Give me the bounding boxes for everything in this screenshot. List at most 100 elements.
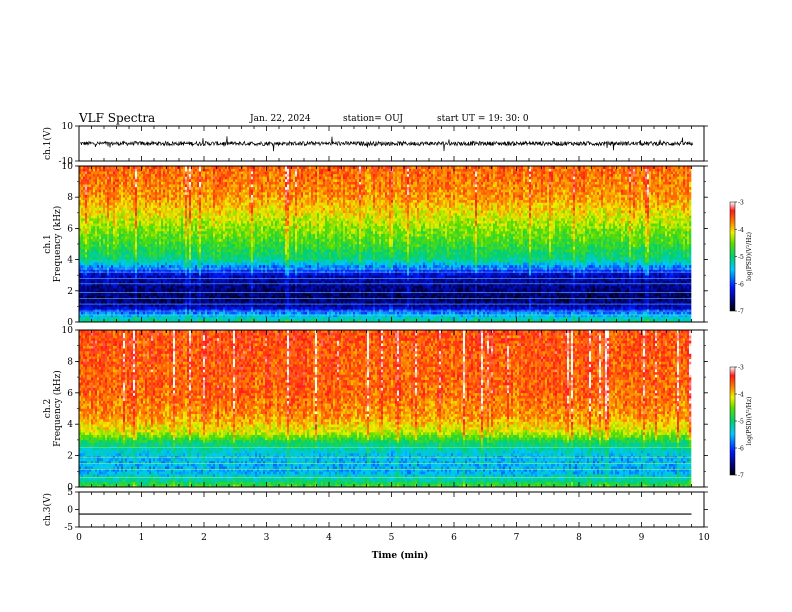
spectrogram-cell [209, 244, 212, 247]
spectrogram-cell [99, 168, 102, 172]
spectrogram-cell [123, 296, 126, 299]
spectrogram-cell [197, 236, 200, 240]
spectrogram-cell [177, 184, 180, 188]
spectrogram-cell [171, 194, 174, 198]
spectrogram-cell [135, 298, 138, 302]
spectrogram-cell [175, 233, 178, 237]
spectrogram-cell [207, 309, 210, 312]
spectrogram-cell [137, 275, 140, 279]
spectrogram-cell [205, 275, 208, 279]
spectrogram-cell [125, 207, 128, 211]
spectrogram-cell [87, 181, 90, 185]
spectrogram-cell [103, 186, 106, 190]
spectrogram-cell [197, 215, 200, 219]
spectrogram-cell [191, 194, 194, 198]
spectrogram-cell [175, 173, 178, 177]
spectrogram-cell [109, 218, 112, 221]
spectrogram-cell [233, 311, 236, 315]
spectrogram-cell [225, 171, 228, 175]
spectrogram-cell [119, 236, 122, 240]
spectrogram-cell [149, 171, 152, 175]
spectrogram-cell [209, 275, 212, 279]
spectrogram-cell [169, 298, 172, 302]
spectrogram-cell [111, 202, 114, 206]
spectrogram-cell [185, 225, 188, 229]
spectrogram-cell [79, 176, 82, 180]
spectrogram-cell [143, 168, 146, 172]
spectrogram-cell [111, 223, 114, 227]
spectrogram-cell [107, 309, 110, 312]
spectrogram-cell [167, 173, 170, 177]
spectrogram-cell [233, 306, 236, 310]
spectrogram-cell [165, 251, 168, 255]
spectrogram-cell [223, 270, 226, 273]
spectrogram-cell [231, 194, 234, 198]
spectrogram-cell [127, 309, 130, 312]
spectrogram-cell [135, 231, 138, 234]
spectrogram-cell [169, 238, 172, 242]
spectrogram-cell [199, 316, 202, 320]
spectrogram-cell [87, 280, 90, 284]
spectrogram-cell [163, 293, 166, 297]
spectrogram-cell [113, 254, 116, 258]
spectrogram-cell [229, 184, 232, 188]
spectrogram-cell [145, 280, 148, 284]
spectrogram-cell [179, 283, 182, 286]
spectrogram-cell [195, 166, 198, 169]
spectrogram-cell [155, 309, 158, 312]
spectrogram-cell [165, 173, 168, 177]
spectrogram-cell [81, 262, 84, 266]
spectrogram-cell [169, 285, 172, 289]
spectrogram-cell [115, 179, 118, 182]
spectrogram-cell [103, 249, 106, 253]
spectrogram-cell [225, 244, 228, 247]
spectrogram-cell [147, 189, 150, 193]
spectrogram-cell [239, 301, 242, 305]
spectrogram-cell [151, 212, 154, 216]
spectrogram-cell [183, 280, 186, 284]
spectrogram-cell [79, 207, 82, 211]
spectrogram-cell [215, 199, 218, 203]
spectrogram-cell [159, 225, 162, 229]
spectrogram-cell [173, 231, 176, 234]
spectrogram-cell [83, 259, 86, 263]
spectrogram-cell [113, 207, 116, 211]
spectrogram-cell [109, 171, 112, 175]
spectrogram-cell [169, 319, 172, 323]
spectrogram-cell [213, 283, 216, 286]
spectrogram-cell [95, 270, 98, 273]
spectrogram-cell [203, 228, 206, 232]
spectrogram-cell [105, 197, 108, 201]
spectrogram-cell [139, 215, 142, 219]
spectrogram-cell [139, 311, 142, 315]
spectrogram-cell [107, 244, 110, 247]
spectrogram-cell [209, 293, 212, 297]
spectrogram-cell [179, 288, 182, 292]
spectrogram-cell [151, 280, 154, 284]
spectrogram-cell [95, 309, 98, 312]
spectrogram-cell [103, 168, 106, 172]
spectrogram-cell [207, 215, 210, 219]
spectrogram-cell [95, 303, 98, 307]
spectrogram-cell [223, 283, 226, 286]
spectrogram-cell [177, 207, 180, 211]
spectrogram-cell [119, 233, 122, 237]
spectrogram-cell [153, 207, 156, 211]
spectrogram-cell [87, 285, 90, 289]
spectrogram-cell [209, 181, 212, 185]
spectrogram-cell [157, 296, 160, 299]
spectrogram-cell [173, 283, 176, 286]
spectrogram-cell [79, 314, 82, 318]
spectrogram-cell [173, 184, 176, 188]
spectrogram-cell [141, 316, 144, 320]
spectrogram-cell [91, 257, 94, 260]
spectrogram-cell [117, 176, 120, 180]
spectrogram-cell [185, 166, 188, 169]
spectrogram-cell [135, 285, 138, 289]
spectrogram-cell [125, 249, 128, 253]
spectrogram-cell [169, 296, 172, 299]
spectrogram-cell [83, 288, 86, 292]
spectrogram-cell [177, 238, 180, 242]
spectrogram-cell [129, 231, 132, 234]
spectrogram-cell [191, 171, 194, 175]
